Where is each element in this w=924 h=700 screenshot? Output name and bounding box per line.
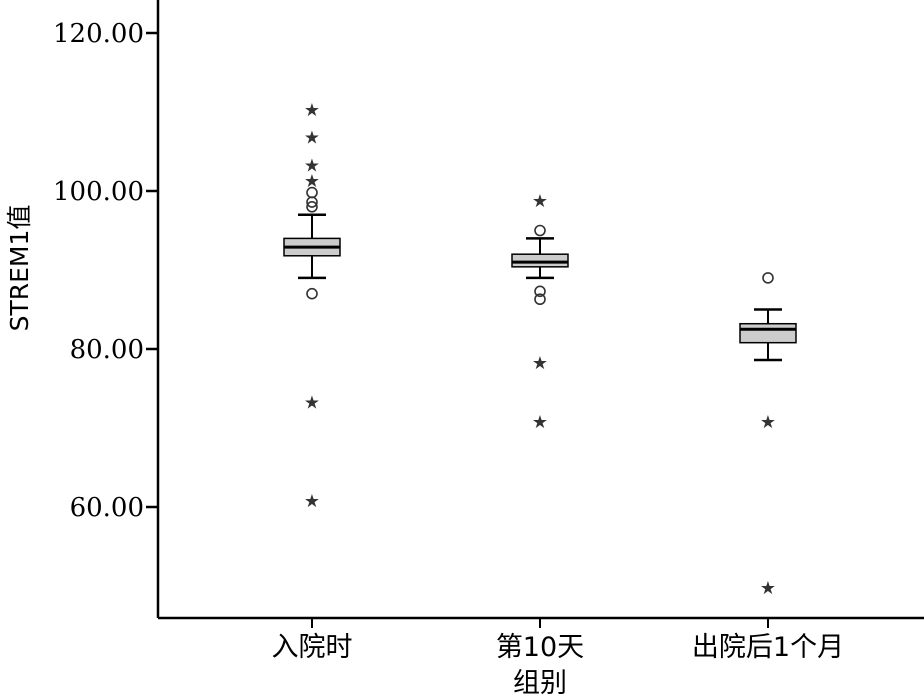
boxes: ★★★★★★★★★★★ <box>283 100 797 599</box>
x-axis-categories: 入院时 第10天 出院后1个月 <box>272 618 844 663</box>
outlier-point <box>306 201 318 213</box>
extreme-point: ★ <box>760 412 776 433</box>
y-tick-label: 60.00 <box>70 493 144 523</box>
extreme-point: ★ <box>304 392 320 413</box>
extreme-point: ★ <box>304 155 320 176</box>
extreme-point: ★ <box>532 353 548 374</box>
extreme-point: ★ <box>532 191 548 212</box>
outlier-point <box>762 272 774 284</box>
extreme-point: ★ <box>304 100 320 121</box>
y-tick-label: 100.00 <box>53 177 144 207</box>
x-category-label: 出院后1个月 <box>692 632 844 663</box>
x-axis-title: 组别 <box>513 668 567 699</box>
box-group: ★★★★★★ <box>283 100 341 512</box>
outlier-point <box>534 293 546 306</box>
outlier-point <box>306 186 318 199</box>
axes <box>156 0 924 620</box>
outlier-point <box>306 287 318 300</box>
y-tick-label: 80.00 <box>70 335 144 365</box>
y-tick-label: 120.00 <box>53 19 144 49</box>
box-group: ★ ★ ★ <box>511 191 569 433</box>
x-category-label: 入院时 <box>272 632 353 663</box>
y-axis-ticks: 60.00 80.00 100.00 120.00 <box>53 19 158 523</box>
outlier-point <box>534 224 546 237</box>
x-category-label: 第10天 <box>496 632 584 663</box>
outlier-point <box>534 285 546 298</box>
box-group: ★★ <box>739 272 797 599</box>
extreme-point: ★ <box>304 491 320 512</box>
extreme-point: ★ <box>304 171 320 192</box>
extreme-point: ★ <box>532 412 548 433</box>
box-iqr <box>739 322 797 344</box>
box-iqr <box>511 253 569 268</box>
y-axis-title: STREM1值 <box>5 205 34 332</box>
extreme-point: ★ <box>760 578 776 599</box>
extreme-point: ★ <box>304 128 320 149</box>
